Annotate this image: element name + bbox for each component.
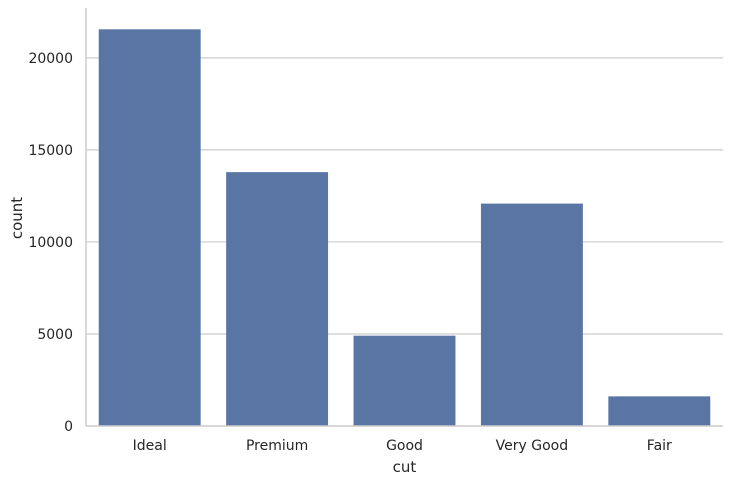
x-tick-label: Fair [647, 438, 672, 454]
bar [480, 203, 583, 426]
x-axis-label: cut [393, 458, 417, 476]
y-axis-label: count [8, 197, 26, 239]
x-tick-label: Good [386, 438, 423, 454]
y-tick-label: 20000 [28, 51, 73, 67]
axes [85, 8, 723, 427]
y-tick-label: 5000 [37, 327, 73, 343]
x-tick-labels: Ideal Premium Good Very Good Fair [133, 438, 672, 454]
bar [608, 396, 711, 426]
bar [353, 335, 456, 426]
y-tick-label: 0 [64, 419, 73, 435]
bar [98, 29, 201, 427]
y-tick-labels: 0 5000 10000 15000 20000 [28, 51, 73, 435]
x-tick-label: Premium [246, 438, 308, 454]
bars [98, 29, 711, 427]
bar [226, 172, 329, 426]
x-tick-label: Very Good [496, 438, 568, 454]
y-tick-label: 10000 [28, 235, 73, 251]
y-tick-label: 15000 [28, 143, 73, 159]
x-tick-label: Ideal [133, 438, 167, 454]
